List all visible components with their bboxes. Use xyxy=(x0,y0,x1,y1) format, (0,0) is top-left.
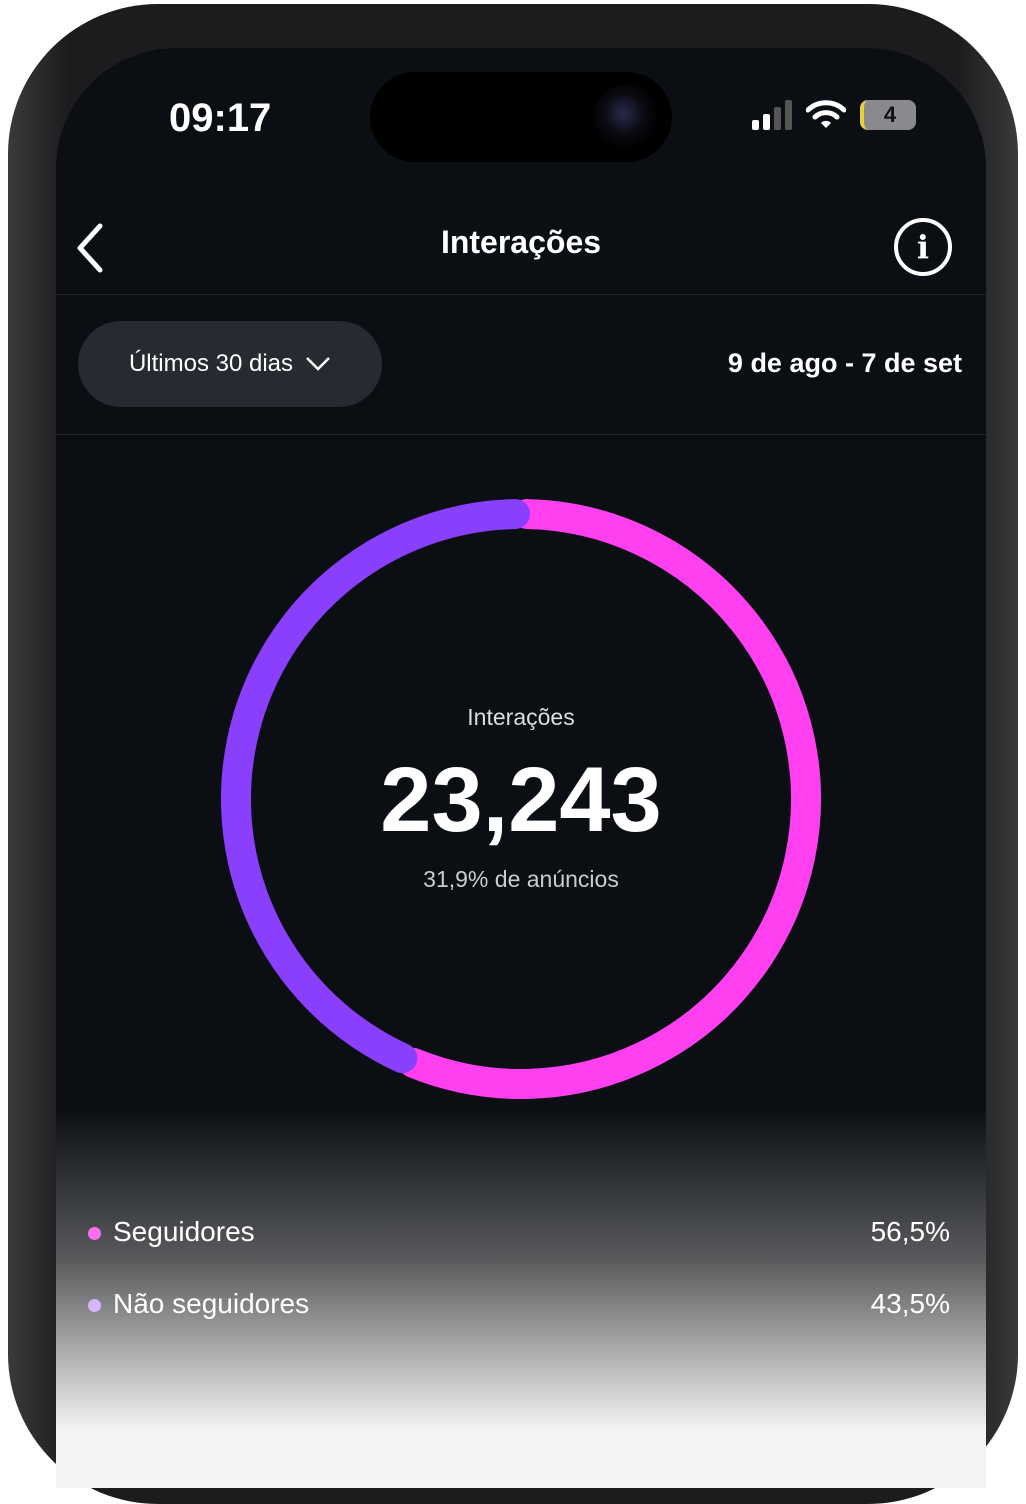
donut-segment-followers xyxy=(398,499,821,1099)
chevron-left-icon[interactable] xyxy=(70,218,110,278)
legend-item: Seguidores 56,5% xyxy=(88,1216,950,1248)
status-icons: 4 xyxy=(752,100,916,130)
legend-item: Não seguidores 43,5% xyxy=(88,1288,950,1320)
wifi-icon xyxy=(806,100,846,128)
date-filter-dropdown[interactable]: Últimos 30 dias xyxy=(78,321,382,407)
legend-label: Seguidores xyxy=(113,1216,255,1247)
app-screen: 09:17 4 Interações i Últimos 30 dias 9 d… xyxy=(56,48,986,1488)
status-time: 09:17 xyxy=(169,96,272,140)
info-icon[interactable]: i xyxy=(894,218,952,276)
battery-icon: 4 xyxy=(860,100,916,130)
camera-icon xyxy=(594,84,660,150)
date-range: 9 de ago - 7 de set xyxy=(727,348,962,378)
legend-value: 56,5% xyxy=(870,1216,950,1247)
date-filter-label: Últimos 30 dias xyxy=(128,350,294,377)
dynamic-island xyxy=(370,72,672,162)
donut-segment-non-followers xyxy=(221,499,531,1074)
page-title: Interações xyxy=(440,224,602,260)
donut-chart xyxy=(221,499,821,1099)
chart-center-label: Interações xyxy=(467,704,575,730)
total-interactions: 23,243 xyxy=(380,749,662,851)
legend-value: 43,5% xyxy=(870,1288,950,1319)
legend-dot xyxy=(88,1227,101,1241)
phone-frame: 09:17 4 Interações i Últimos 30 dias 9 d… xyxy=(8,4,1018,1504)
ads-share: 31,9% de anúncios xyxy=(423,866,619,892)
nav-header: Interações i xyxy=(56,208,986,295)
chevron-down-icon xyxy=(306,357,330,371)
legend-dot xyxy=(88,1299,101,1313)
legend-label: Não seguidores xyxy=(113,1288,310,1319)
signal-icon xyxy=(752,100,792,130)
divider xyxy=(56,434,986,435)
